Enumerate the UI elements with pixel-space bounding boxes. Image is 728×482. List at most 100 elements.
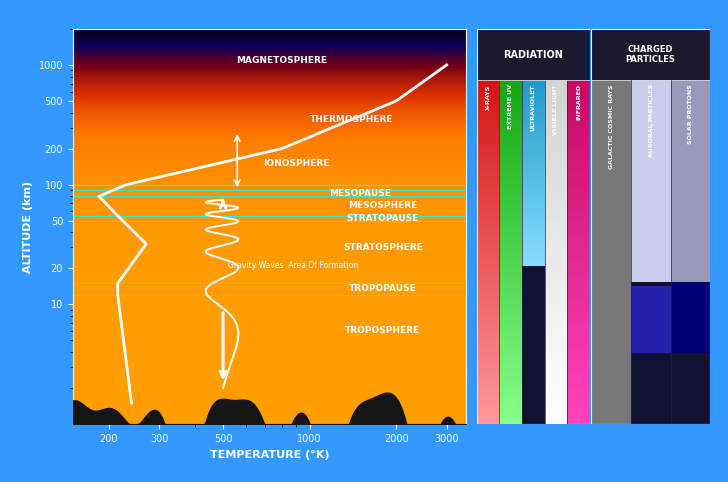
Bar	[477, 420, 499, 424]
Bar	[522, 81, 545, 83]
Bar	[522, 135, 545, 138]
Bar	[499, 306, 522, 309]
Bar	[477, 135, 499, 140]
Bar	[545, 250, 567, 254]
Bar	[499, 286, 522, 290]
Bar	[477, 183, 499, 187]
Bar	[499, 377, 522, 381]
Bar	[522, 124, 545, 126]
Bar	[567, 298, 590, 302]
Bar	[499, 353, 522, 357]
Bar	[477, 369, 499, 373]
Bar	[567, 325, 590, 329]
Bar	[477, 258, 499, 262]
Text: IONOSPHERE: IONOSPHERE	[264, 159, 330, 168]
Bar	[545, 298, 567, 302]
Bar	[567, 203, 590, 207]
Bar	[499, 187, 522, 191]
Bar	[567, 135, 590, 140]
Bar	[545, 124, 567, 128]
Bar	[477, 207, 499, 211]
Bar	[545, 203, 567, 207]
Bar	[567, 278, 590, 282]
Bar	[567, 147, 590, 151]
Bar	[545, 274, 567, 278]
Bar	[477, 214, 499, 219]
Bar	[499, 298, 522, 302]
Bar	[567, 321, 590, 325]
Bar	[477, 408, 499, 412]
Bar	[522, 80, 545, 81]
Bar	[522, 181, 545, 183]
Text: EXTREME UV: EXTREME UV	[508, 84, 513, 129]
Bar	[545, 207, 567, 211]
Bar	[499, 160, 522, 163]
Bar	[499, 349, 522, 353]
Bar	[522, 226, 545, 228]
Bar	[545, 313, 567, 318]
Bar	[477, 147, 499, 151]
Bar	[477, 325, 499, 329]
Bar	[522, 91, 545, 93]
Text: STRATOSPHERE: STRATOSPHERE	[343, 243, 423, 252]
Bar	[499, 242, 522, 246]
Bar	[545, 302, 567, 306]
Y-axis label: ALTITUDE (km): ALTITUDE (km)	[23, 180, 33, 273]
Bar	[477, 385, 499, 388]
Bar	[499, 337, 522, 341]
Bar	[499, 341, 522, 345]
Bar	[545, 282, 567, 286]
Text: SOLAR PROTONS: SOLAR PROTONS	[688, 84, 693, 144]
Bar	[477, 171, 499, 175]
Bar	[477, 116, 499, 120]
Bar	[499, 404, 522, 408]
Bar	[567, 84, 590, 88]
Bar	[499, 96, 522, 100]
Bar	[545, 120, 567, 124]
Bar	[499, 392, 522, 397]
Bar	[522, 160, 545, 162]
Bar	[477, 349, 499, 353]
Bar	[477, 246, 499, 250]
Bar	[545, 234, 567, 239]
Bar	[499, 223, 522, 227]
Bar	[477, 128, 499, 132]
Bar	[567, 286, 590, 290]
Bar	[477, 309, 499, 313]
Bar	[499, 92, 522, 96]
Bar	[499, 183, 522, 187]
Bar	[522, 88, 545, 91]
Bar	[499, 278, 522, 282]
Bar	[545, 416, 567, 420]
Bar	[567, 234, 590, 239]
Bar	[499, 132, 522, 135]
Bar	[477, 388, 499, 392]
Bar	[631, 80, 670, 282]
Bar	[477, 155, 499, 160]
Bar	[522, 147, 545, 150]
Bar	[567, 207, 590, 211]
Bar	[522, 250, 545, 252]
Bar	[522, 103, 545, 105]
Bar	[591, 80, 710, 424]
Bar	[499, 112, 522, 116]
Bar	[477, 377, 499, 381]
Bar	[499, 104, 522, 108]
Bar	[567, 100, 590, 104]
Bar	[567, 373, 590, 377]
Bar	[522, 174, 545, 176]
Bar	[477, 211, 499, 214]
Bar	[522, 143, 545, 145]
Bar	[499, 195, 522, 199]
Bar	[545, 373, 567, 377]
Bar	[522, 133, 545, 135]
Bar	[477, 29, 590, 80]
Bar	[545, 333, 567, 337]
Bar	[499, 420, 522, 424]
Bar	[477, 191, 499, 195]
Bar	[499, 397, 522, 401]
Bar	[545, 309, 567, 313]
Bar	[545, 167, 567, 171]
Bar	[522, 95, 545, 98]
Bar	[477, 80, 499, 84]
